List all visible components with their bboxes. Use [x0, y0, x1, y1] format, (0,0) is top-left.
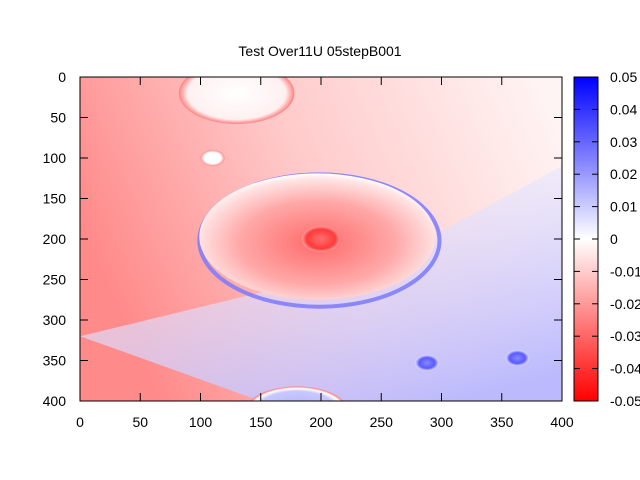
x-axis: 0 50 100 150 200 250 300 350 400: [76, 77, 574, 430]
y-tick-label: 400: [43, 393, 67, 409]
colorbar-tick-label: 0.04: [610, 101, 637, 117]
blue-spot-1: [414, 354, 440, 372]
core-spot: [301, 226, 341, 252]
colorbar-tick-label: 0.03: [610, 134, 637, 150]
y-tick-label: 350: [43, 353, 67, 369]
small-white-spot: [200, 149, 225, 167]
bottom-disc: [250, 386, 344, 401]
y-tick-label: 250: [43, 272, 67, 288]
x-tick-label: 200: [309, 414, 333, 430]
colorbar-tick-label: -0.04: [610, 361, 640, 377]
y-tick-label: 100: [43, 150, 67, 166]
x-tick-label: 250: [370, 414, 394, 430]
x-tick-label: 150: [249, 414, 273, 430]
y-tick-label: 0: [58, 69, 66, 85]
y-tick-label: 300: [43, 312, 67, 328]
colorbar-tick-label: 0: [610, 231, 618, 247]
colorbar-tick-label: 0.05: [610, 69, 637, 85]
x-tick-label: 0: [76, 414, 84, 430]
colorbar-tick-label: 0.02: [610, 166, 637, 182]
blue-spot-2: [505, 349, 530, 367]
colorbar-axis: 0.05 0.04 0.03 0.02 0.01 0 -0.01 -0.02 -0.03 -0.0…: [574, 69, 640, 409]
x-tick-label: 300: [430, 414, 454, 430]
x-tick-label: 350: [490, 414, 514, 430]
colorbar-tick-label: -0.01: [610, 263, 640, 279]
x-tick-label: 50: [132, 414, 148, 430]
chart-title: Test Over11U 05stepB001: [238, 43, 401, 59]
y-tick-label: 50: [50, 110, 66, 126]
top-disc: [178, 77, 295, 124]
colorbar-tick-label: -0.03: [610, 328, 640, 344]
colorbar-tick-label: -0.02: [610, 296, 640, 312]
y-axis: 0 50 100 150 200 250 300 350 400: [43, 69, 562, 409]
colorbar-tick-label: -0.05: [610, 393, 640, 409]
y-tick-label: 150: [43, 191, 67, 207]
x-tick-label: 400: [550, 414, 574, 430]
heatmap-area: [80, 77, 562, 401]
x-tick-label: 100: [189, 414, 213, 430]
colorbar-tick-label: 0.01: [610, 199, 637, 215]
y-tick-label: 200: [43, 231, 67, 247]
